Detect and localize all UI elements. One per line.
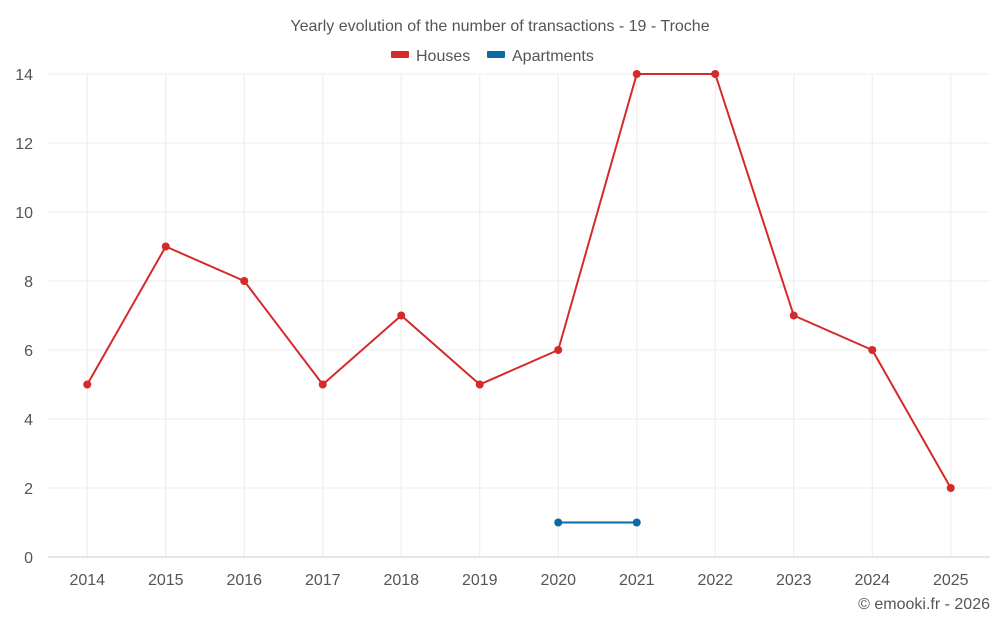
chart-title: Yearly evolution of the number of transa… (290, 18, 709, 35)
vertical-gridlines (86, 74, 952, 557)
point-houses-2014[interactable] (83, 380, 92, 389)
series-apartments (554, 518, 641, 527)
horizontal-gridlines (48, 73, 990, 489)
series-houses (83, 70, 955, 492)
x-tick-label-2025: 2025 (933, 572, 969, 589)
point-houses-2020[interactable] (554, 346, 563, 354)
y-axis: 0 2 4 6 8 10 12 14 (15, 67, 33, 567)
y-tick-label-2: 2 (24, 481, 33, 498)
legend-swatch-houses (391, 51, 409, 58)
x-tick-label-2019: 2019 (462, 572, 498, 589)
x-tick-label-2014: 2014 (69, 572, 105, 589)
point-apartments-2021[interactable] (632, 518, 641, 527)
x-axis: 2014 2015 2016 2017 2018 2019 2020 2021 2022 2023… (69, 572, 968, 589)
x-tick-label-2017: 2017 (305, 572, 341, 589)
legend-item-apartments[interactable]: Apartments (487, 48, 594, 65)
y-tick-label-10: 10 (15, 205, 33, 222)
point-houses-2019[interactable] (475, 380, 484, 389)
point-houses-2025[interactable] (946, 484, 955, 492)
x-tick-label-2022: 2022 (697, 572, 733, 589)
credit-text: © emooki.fr - 2026 (858, 596, 990, 613)
point-houses-2016[interactable] (240, 277, 249, 285)
x-tick-label-2023: 2023 (776, 572, 812, 589)
point-houses-2021[interactable] (632, 70, 641, 78)
legend: Houses Apartments (391, 48, 594, 65)
x-tick-label-2015: 2015 (148, 572, 184, 589)
legend-item-houses[interactable]: Houses (391, 48, 470, 65)
y-tick-label-6: 6 (24, 343, 33, 360)
y-tick-label-0: 0 (24, 550, 33, 567)
series-group (83, 70, 955, 527)
y-tick-label-14: 14 (15, 67, 33, 84)
point-houses-2022[interactable] (711, 70, 720, 78)
y-tick-label-12: 12 (15, 136, 33, 153)
legend-label-apartments: Apartments (512, 48, 594, 65)
point-houses-2017[interactable] (318, 380, 327, 389)
y-tick-label-4: 4 (24, 412, 33, 429)
point-houses-2018[interactable] (397, 311, 406, 320)
x-tick-label-2020: 2020 (540, 572, 576, 589)
x-tick-label-2018: 2018 (383, 572, 419, 589)
x-tick-label-2021: 2021 (619, 572, 655, 589)
x-tick-label-2024: 2024 (854, 572, 890, 589)
point-houses-2015[interactable] (161, 242, 170, 251)
legend-label-houses: Houses (416, 48, 470, 65)
y-tick-label-8: 8 (24, 274, 33, 291)
x-tick-label-2016: 2016 (226, 572, 262, 589)
point-apartments-2020[interactable] (554, 518, 563, 527)
point-houses-2024[interactable] (868, 346, 877, 354)
point-houses-2023[interactable] (789, 311, 798, 320)
series-line-houses (86, 73, 952, 489)
legend-swatch-apartments (487, 51, 505, 58)
